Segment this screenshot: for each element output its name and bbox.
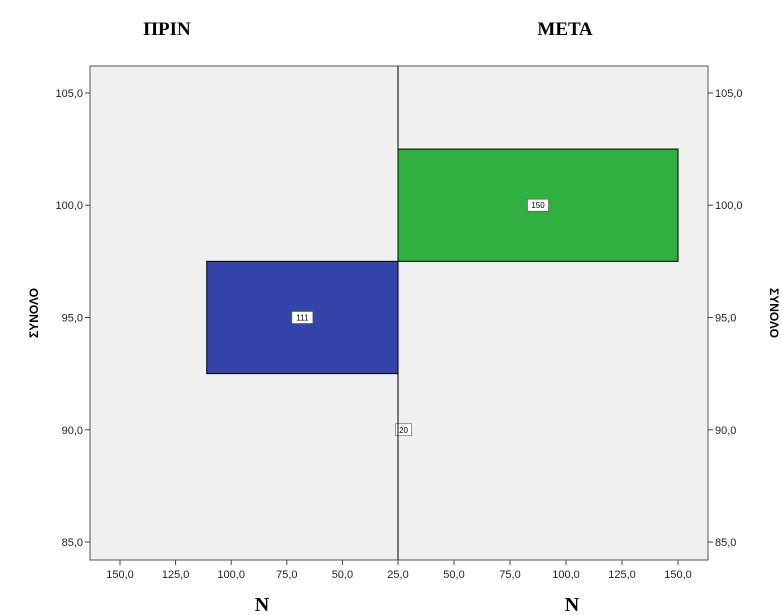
y-tick-label-right: 105,0	[715, 88, 743, 100]
x-tick-label-left: 125,0	[162, 569, 190, 581]
x-axis-title-left: N	[255, 594, 270, 615]
plot-area	[89, 65, 709, 561]
data-label-box	[527, 198, 549, 212]
x-tick-label-left: 75,0	[276, 569, 297, 581]
y-tick-label-left: 105,0	[55, 88, 83, 100]
y-axis-title-left: ΣΥΝΟΛΟ	[27, 288, 41, 338]
panel-title-after: ΜΕΤΑ	[537, 19, 592, 40]
data-label-box	[291, 311, 314, 324]
y-tick-label-left: 95,0	[62, 312, 83, 324]
x-tick-label-right: 100,0	[552, 569, 580, 581]
y-axis-title-right: ΣΥΝΟΛΟ	[767, 288, 781, 338]
x-tick-label-left: 25,0	[387, 569, 408, 581]
bars-layer: 111 20 150	[206, 148, 679, 437]
x-axis-title-right: N	[565, 594, 580, 615]
panel-title-before: ΠΡΙΝ	[143, 19, 191, 40]
x-tick-label-left: 100,0	[217, 569, 245, 581]
x-ticks: 150,0 125,0 100,0 75,0 50,0 25,0 50,0 75,0 100,0…	[106, 560, 692, 581]
x-tick-label-left: 150,0	[106, 569, 134, 581]
y-tick-label-left: 100,0	[55, 200, 83, 212]
y-tick-label-left: 85,0	[62, 537, 83, 549]
y-tick-label-right: 95,0	[715, 312, 736, 324]
x-tick-label-right: 125,0	[608, 569, 636, 581]
data-label: 150	[531, 201, 545, 210]
y-tick-label-right: 90,0	[715, 425, 736, 437]
x-tick-label-right: 150,0	[664, 569, 692, 581]
x-tick-label-right: 50,0	[443, 569, 464, 581]
y-tick-label-left: 90,0	[62, 425, 83, 437]
y-tick-label-right: 85,0	[715, 537, 736, 549]
data-label: 20	[399, 426, 408, 435]
x-tick-label-left: 50,0	[332, 569, 353, 581]
x-tick-label-right: 75,0	[499, 569, 520, 581]
y-tick-label-right: 100,0	[715, 200, 743, 212]
y-ticks: 85,0 85,0 90,0 90,0 95,0 95,0 100,0 100,0 105,0 1…	[55, 88, 742, 549]
data-label-box	[395, 423, 412, 437]
data-label: 111	[296, 313, 309, 322]
